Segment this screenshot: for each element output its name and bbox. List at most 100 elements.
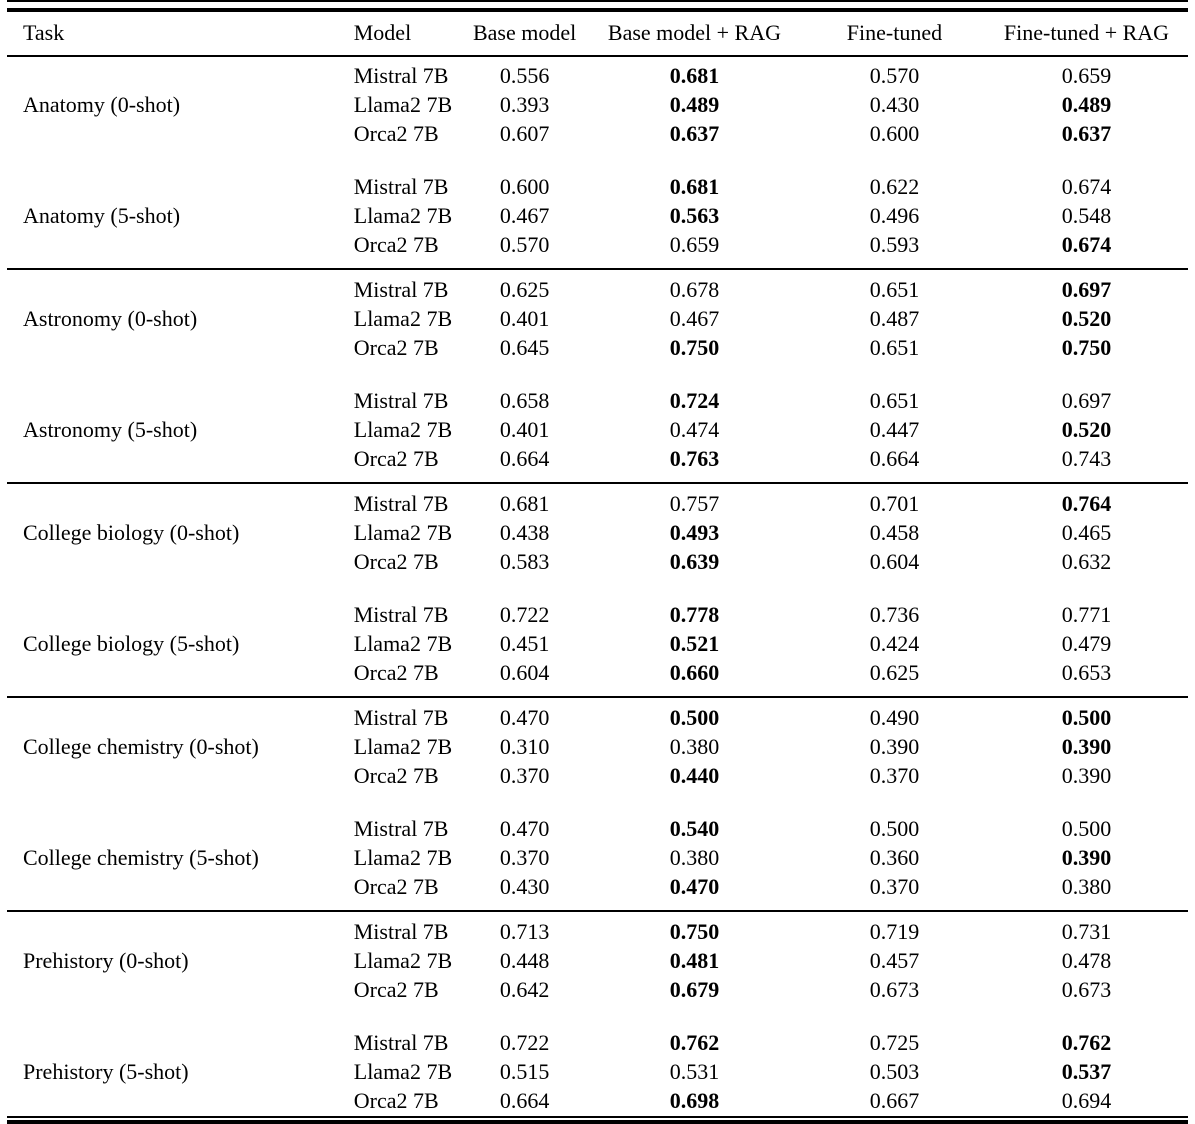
table-row: Orca2 7B 0.642 0.679 0.673 0.673 (7, 976, 1188, 1005)
table-row: Llama2 7B 0.401 0.467 0.487 0.520 (7, 305, 1188, 334)
value-cell: 0.489 (669, 92, 720, 117)
value-cell: 0.503 (869, 1059, 920, 1084)
value-cell: 0.570 (499, 232, 550, 257)
value-cell: 0.750 (1061, 335, 1112, 360)
value-cell: 0.637 (1061, 121, 1112, 146)
value-cell: 0.496 (869, 203, 920, 228)
table-row: Llama2 7B 0.310 0.380 0.390 0.390 (7, 733, 1188, 762)
value-cell: 0.540 (669, 816, 720, 841)
value-cell: 0.489 (1061, 92, 1112, 117)
value-cell: 0.570 (869, 63, 920, 88)
value-cell: 0.679 (669, 977, 720, 1002)
value-cell: 0.380 (669, 845, 720, 870)
value-cell: 0.743 (1061, 446, 1112, 471)
model-label: Mistral 7B (353, 63, 449, 88)
group-spacer (7, 363, 1188, 387)
value-cell: 0.593 (869, 232, 920, 257)
task-label: Prehistory (5-shot) (23, 1059, 189, 1084)
value-cell: 0.771 (1061, 602, 1112, 627)
table-row: College biology (0-shot) Mistral 7B 0.681 0… (7, 483, 1188, 545)
value-cell: 0.694 (1061, 1088, 1112, 1113)
value-cell: 0.520 (1061, 417, 1112, 442)
table-row: Llama2 7B 0.393 0.489 0.430 0.489 (7, 91, 1188, 120)
column-header-base-model: Base model (464, 12, 585, 57)
results-table: Task Model Base model Base model + RAG F… (7, 12, 1188, 1116)
value-cell: 0.390 (1061, 845, 1112, 870)
bottom-rule-outer (7, 1120, 1188, 1124)
table-row: Anatomy (0-shot) Mistral 7B 0.556 0.681 0.57… (7, 56, 1188, 117)
task-label: College biology (5-shot) (23, 631, 240, 656)
value-cell: 0.697 (1061, 388, 1112, 413)
value-cell: 0.667 (869, 1088, 920, 1113)
value-cell: 0.470 (499, 705, 550, 730)
value-cell: 0.467 (669, 306, 720, 331)
group-divider (7, 902, 1188, 912)
value-cell: 0.515 (499, 1059, 550, 1084)
model-label: Llama2 7B (353, 92, 453, 117)
top-rule-inner (7, 8, 1188, 12)
value-cell: 0.430 (499, 874, 550, 899)
value-cell: 0.622 (869, 174, 920, 199)
value-cell: 0.479 (1061, 631, 1112, 656)
table-row: Prehistory (5-shot) Mistral 7B 0.722 0.762 0… (7, 1029, 1188, 1084)
table-row: Orca2 7B 0.430 0.470 0.370 0.380 (7, 873, 1188, 902)
value-cell: 0.651 (869, 277, 920, 302)
value-cell: 0.474 (669, 417, 720, 442)
task-label: Prehistory (0-shot) (23, 948, 189, 973)
value-cell: 0.664 (499, 446, 550, 471)
value-cell: 0.380 (1061, 874, 1112, 899)
column-header-model: Model (353, 12, 465, 57)
table-row: Orca2 7B 0.645 0.750 0.651 0.750 (7, 334, 1188, 363)
task-label: Anatomy (5-shot) (23, 203, 181, 228)
value-cell: 0.664 (499, 1088, 550, 1113)
model-label: Orca2 7B (353, 232, 439, 257)
value-cell: 0.658 (499, 388, 550, 413)
value-cell: 0.531 (669, 1059, 720, 1084)
value-cell: 0.701 (869, 491, 920, 516)
value-cell: 0.674 (1061, 174, 1112, 199)
value-cell: 0.583 (499, 549, 550, 574)
group-spacer (7, 1005, 1188, 1029)
value-cell: 0.470 (499, 816, 550, 841)
group-spacer (7, 791, 1188, 815)
column-header-base-model-rag: Base model + RAG (584, 12, 805, 57)
task-label: Astronomy (0-shot) (23, 306, 198, 331)
value-cell: 0.521 (669, 631, 720, 656)
value-cell: 0.778 (669, 602, 720, 627)
model-label: Orca2 7B (353, 335, 439, 360)
table-row: Llama2 7B 0.448 0.481 0.457 0.478 (7, 947, 1188, 976)
value-cell: 0.713 (499, 919, 550, 944)
model-label: Llama2 7B (353, 520, 453, 545)
model-label: Llama2 7B (353, 1059, 453, 1084)
value-cell: 0.762 (1061, 1030, 1112, 1055)
value-cell: 0.731 (1061, 919, 1112, 944)
model-label: Mistral 7B (353, 602, 449, 627)
model-label: Llama2 7B (353, 203, 453, 228)
table-row: College biology (5-shot) Mistral 7B 0.722 0… (7, 601, 1188, 656)
value-cell: 0.639 (669, 549, 720, 574)
value-cell: 0.724 (669, 388, 720, 413)
group-spacer (7, 577, 1188, 601)
value-cell: 0.625 (869, 660, 920, 685)
value-cell: 0.390 (1061, 763, 1112, 788)
value-cell: 0.500 (669, 705, 720, 730)
value-cell: 0.481 (669, 948, 720, 973)
value-cell: 0.651 (869, 388, 920, 413)
model-label: Orca2 7B (353, 660, 439, 685)
value-cell: 0.678 (669, 277, 720, 302)
value-cell: 0.370 (499, 845, 550, 870)
value-cell: 0.500 (1061, 816, 1112, 841)
group-spacer (7, 149, 1188, 173)
value-cell: 0.750 (669, 335, 720, 360)
value-cell: 0.763 (669, 446, 720, 471)
value-cell: 0.600 (869, 121, 920, 146)
value-cell: 0.370 (499, 763, 550, 788)
value-cell: 0.736 (869, 602, 920, 627)
task-label: College biology (0-shot) (23, 520, 240, 545)
table-row: Llama2 7B 0.438 0.493 0.458 0.465 (7, 519, 1188, 548)
value-cell: 0.764 (1061, 491, 1112, 516)
model-label: Orca2 7B (353, 1088, 439, 1113)
value-cell: 0.651 (869, 335, 920, 360)
model-label: Mistral 7B (353, 919, 449, 944)
value-cell: 0.757 (669, 491, 720, 516)
